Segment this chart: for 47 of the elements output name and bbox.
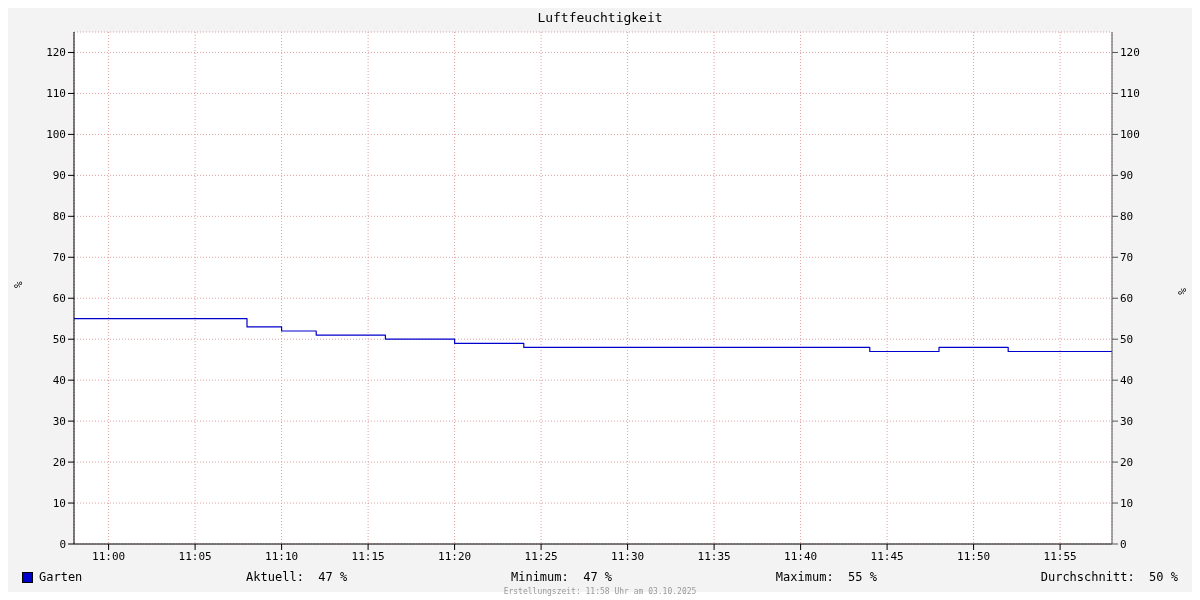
y-tick-label: 0 <box>59 537 66 551</box>
y-tick-label: 100 <box>46 128 66 142</box>
y2-tick-label: 120 <box>1120 46 1140 60</box>
x-tick-label: 11:25 <box>524 549 558 563</box>
y-tick-label: 30 <box>52 415 66 429</box>
y2-axis-title: % <box>1175 287 1189 295</box>
x-tick-label: 11:15 <box>351 549 385 563</box>
x-tick-label: 11:00 <box>92 549 126 563</box>
x-tick-label: 11:35 <box>697 549 731 563</box>
y2-tick-label: 80 <box>1120 210 1134 224</box>
y-tick-label: 20 <box>52 455 66 469</box>
text: Minimum: 47 % <box>510 570 613 584</box>
y-tick-label: 90 <box>52 169 66 183</box>
x-tick-label: 11:50 <box>957 549 991 563</box>
text: Maximum: 55 % <box>775 570 877 584</box>
y2-tick-label: 20 <box>1120 455 1134 469</box>
y-tick-label: 110 <box>46 87 66 101</box>
y-tick-label: 80 <box>52 210 66 224</box>
x-tick-label: 11:30 <box>611 549 645 563</box>
legend-label: Garten <box>39 570 83 584</box>
text: Aktuell: 47 % <box>246 570 348 584</box>
y2-tick-label: 0 <box>1120 537 1127 551</box>
y2-tick-label: 100 <box>1120 128 1140 142</box>
y-tick-label: 120 <box>46 46 66 60</box>
y2-tick-label: 30 <box>1120 415 1134 429</box>
y2-tick-label: 110 <box>1120 87 1140 101</box>
y2-tick-label: 60 <box>1120 292 1134 306</box>
y2-tick-label: 40 <box>1120 374 1134 388</box>
y2-tick-label: 50 <box>1120 333 1134 347</box>
text: Erstellungszeit: 11:58 Uhr am 03.10.2025 <box>502 587 698 596</box>
y-tick-label: 50 <box>52 333 66 347</box>
y-axis-title: % <box>11 281 25 288</box>
y2-tick-label: 70 <box>1120 251 1134 265</box>
y2-tick-label: 10 <box>1120 496 1134 510</box>
chart-title: Luftfeuchtigkeit <box>536 9 664 27</box>
x-tick-label: 11:05 <box>178 549 212 563</box>
x-tick-label: 11:55 <box>1043 549 1077 563</box>
y2-tick-label: 90 <box>1120 169 1134 183</box>
y-tick-label: 70 <box>52 251 66 265</box>
text: Durchschnitt: 50 % <box>1040 570 1178 584</box>
x-tick-label: 11:10 <box>265 549 299 563</box>
y-tick-label: 10 <box>52 496 66 510</box>
y-tick-label: 40 <box>52 374 66 388</box>
x-tick-label: 11:40 <box>784 549 818 563</box>
x-tick-label: 11:45 <box>870 549 904 563</box>
x-tick-label: 11:20 <box>438 549 472 563</box>
y-tick-label: 60 <box>52 292 66 306</box>
